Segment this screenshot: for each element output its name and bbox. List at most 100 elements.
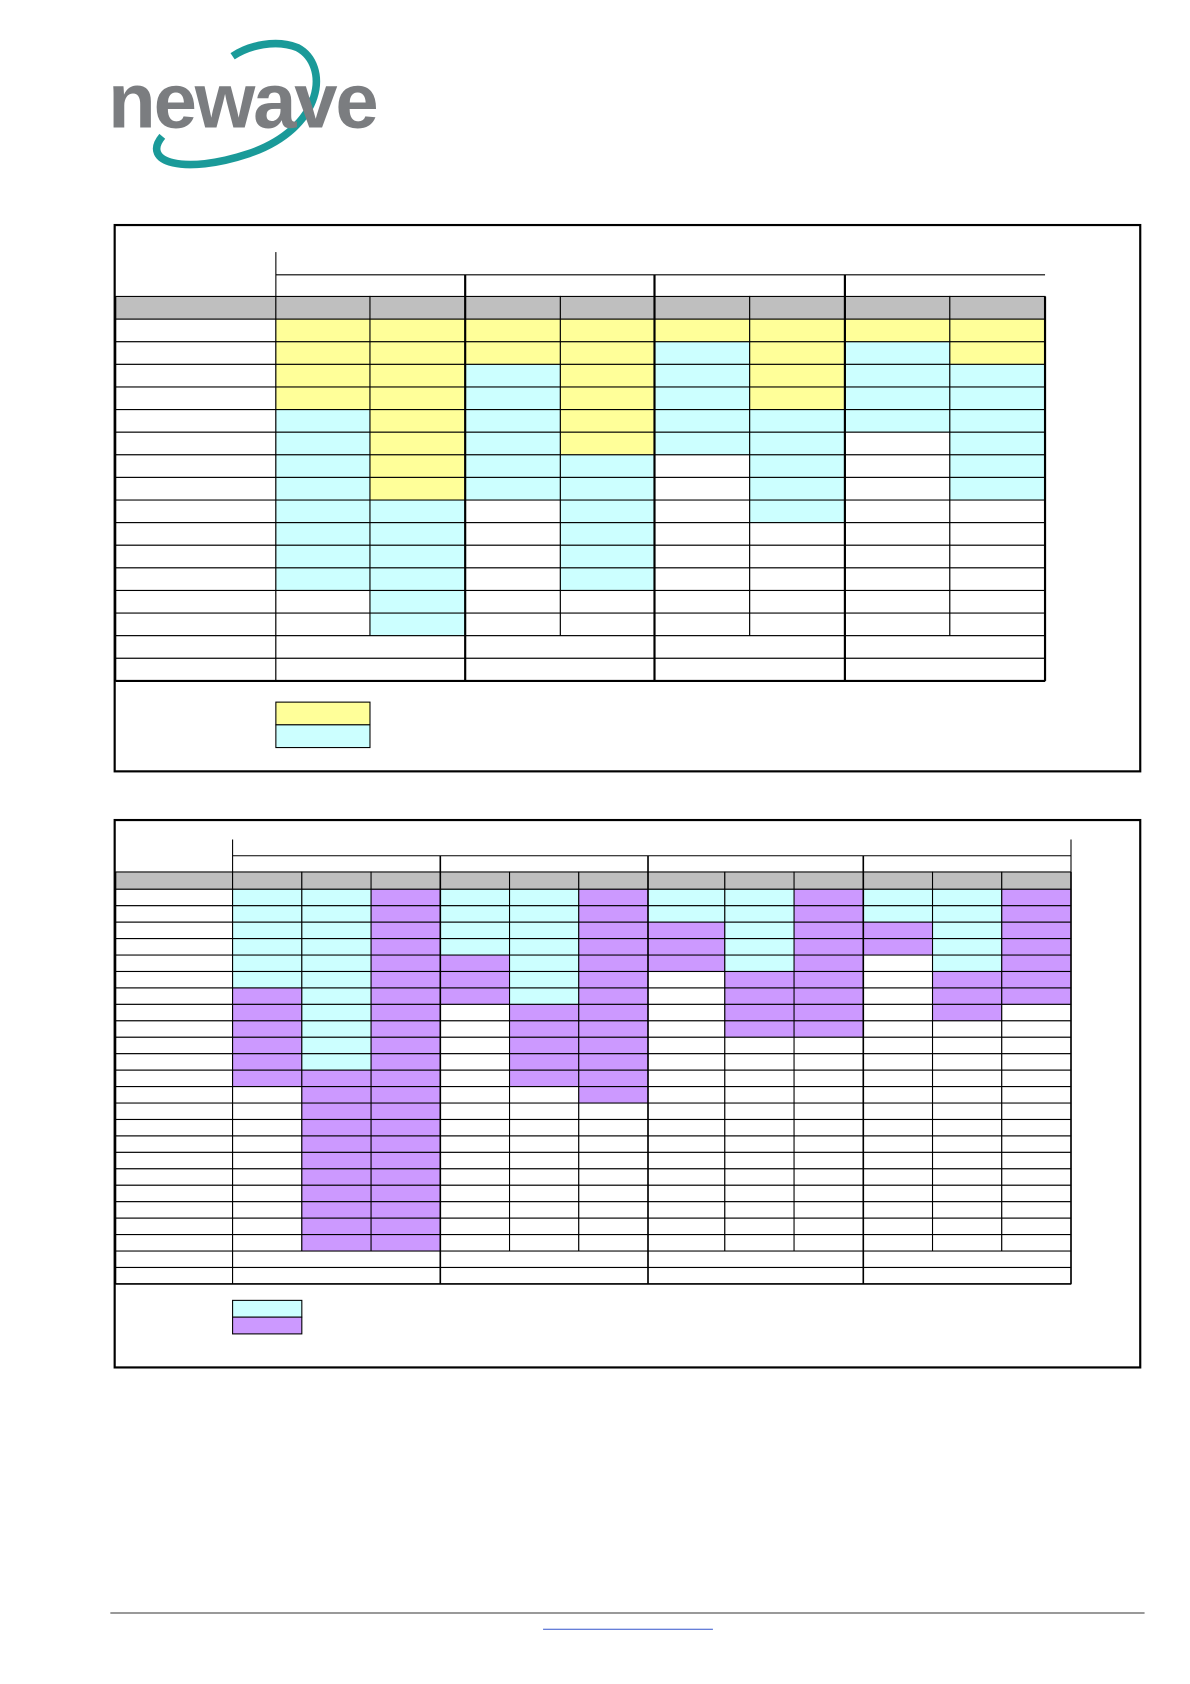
- cell: [464, 522, 561, 546]
- cell: [931, 1217, 1003, 1236]
- cell: [931, 938, 1003, 956]
- legend-swatch: [275, 701, 371, 726]
- cell: [647, 1184, 726, 1203]
- cell: [1001, 954, 1072, 973]
- label-cell: [115, 589, 277, 614]
- cell: [647, 1234, 726, 1252]
- cell: [793, 1201, 864, 1219]
- cell: [232, 987, 303, 1005]
- cell: [931, 1118, 1003, 1137]
- header-cell: [724, 871, 795, 890]
- cell: [1001, 888, 1072, 907]
- cell: [844, 657, 1046, 682]
- cell: [275, 589, 371, 614]
- cell: [862, 1201, 934, 1219]
- cell: [793, 1102, 864, 1121]
- cell: [862, 888, 934, 907]
- cell: [749, 386, 846, 411]
- cell: [439, 1135, 511, 1153]
- cell: [1001, 1020, 1072, 1038]
- cell: [578, 1086, 649, 1104]
- cell: [369, 363, 466, 388]
- label-cell: [115, 954, 234, 973]
- cell: [724, 938, 795, 956]
- cell: [232, 1086, 303, 1104]
- cell: [653, 341, 751, 365]
- cell: [724, 1020, 795, 1038]
- header-cell: [115, 295, 277, 320]
- label-cell: [115, 1135, 234, 1153]
- cell: [749, 363, 846, 388]
- cell: [653, 318, 751, 343]
- cell: [301, 1020, 372, 1038]
- cell: [464, 386, 561, 411]
- label-cell: [115, 987, 234, 1005]
- cell: [862, 905, 934, 923]
- label-cell: [115, 431, 277, 456]
- cell: [559, 567, 656, 592]
- cell: [559, 431, 656, 456]
- label-cell: [115, 1102, 234, 1121]
- cell: [301, 1118, 372, 1137]
- cell: [653, 363, 751, 388]
- cell: [647, 1086, 726, 1104]
- cell: [931, 970, 1003, 989]
- cell: [232, 1118, 303, 1137]
- cell: [844, 341, 951, 365]
- cell: [647, 1036, 726, 1055]
- cell: [464, 476, 561, 501]
- cell: [949, 589, 1046, 614]
- cell: [508, 987, 580, 1005]
- cell: [508, 1086, 580, 1104]
- cell: [862, 1102, 934, 1121]
- cell: [301, 905, 372, 923]
- cell: [439, 1102, 511, 1121]
- cell: [862, 1168, 934, 1186]
- label-cell: [115, 1151, 234, 1170]
- cell: [931, 1234, 1003, 1252]
- label-cell: [115, 888, 234, 907]
- label-cell: [115, 454, 277, 478]
- cell: [370, 1234, 441, 1252]
- cell: [275, 431, 371, 456]
- cell: [439, 954, 511, 973]
- cell: [370, 1201, 441, 1219]
- label-cell: [115, 522, 277, 546]
- cell: [1001, 938, 1072, 956]
- cell: [370, 1135, 441, 1153]
- cell: [862, 921, 934, 940]
- cell: [931, 1102, 1003, 1121]
- label-cell: [115, 635, 277, 659]
- cell: [369, 544, 466, 569]
- cell: [370, 1118, 441, 1137]
- cell: [301, 1201, 372, 1219]
- cell: [647, 1217, 726, 1236]
- header-cell: [370, 871, 441, 890]
- label-cell: [115, 363, 277, 388]
- cell: [653, 454, 751, 478]
- cell: [370, 1069, 441, 1088]
- cell: [844, 318, 951, 343]
- label-cell: [115, 1217, 234, 1236]
- cell: [1001, 1135, 1072, 1153]
- cell: [1001, 921, 1072, 940]
- cell: [931, 954, 1003, 973]
- cell: [369, 409, 466, 433]
- cell: [439, 1266, 649, 1285]
- cell: [370, 1036, 441, 1055]
- cell: [464, 589, 561, 614]
- cell: [844, 544, 951, 569]
- cell: [862, 1069, 934, 1088]
- cell: [301, 1184, 372, 1203]
- cell: [559, 386, 656, 411]
- cell: [439, 1201, 511, 1219]
- label-cell: [115, 657, 277, 682]
- cell: [578, 954, 649, 973]
- header-cell: [508, 871, 580, 890]
- cell: [508, 1151, 580, 1170]
- cell: [369, 522, 466, 546]
- cell: [369, 476, 466, 501]
- cell: [370, 1003, 441, 1022]
